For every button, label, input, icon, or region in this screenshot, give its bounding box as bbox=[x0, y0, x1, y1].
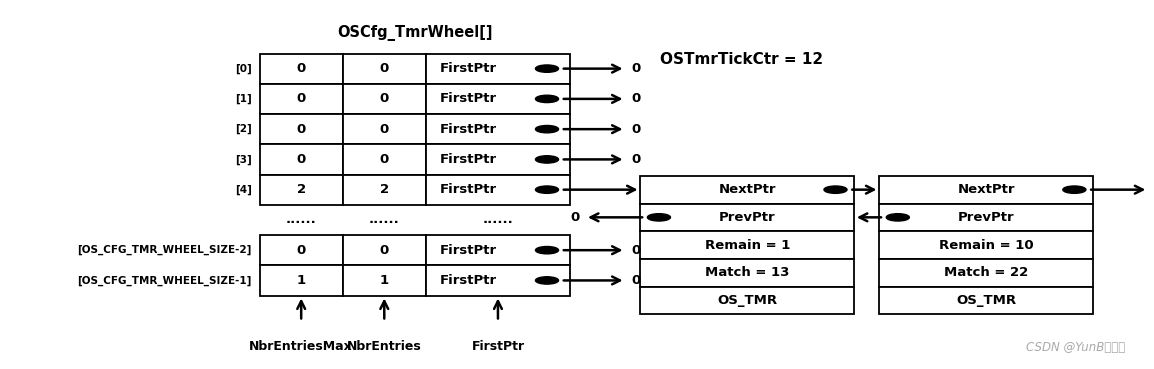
Bar bbox=[879, 259, 1093, 286]
Bar bbox=[426, 235, 570, 265]
Text: [4]: [4] bbox=[234, 184, 252, 195]
Bar bbox=[260, 84, 343, 114]
Text: ......: ...... bbox=[482, 213, 514, 227]
Text: FirstPtr: FirstPtr bbox=[440, 274, 497, 287]
Bar bbox=[260, 144, 343, 175]
Text: FirstPtr: FirstPtr bbox=[471, 340, 525, 353]
Bar bbox=[426, 54, 570, 84]
Circle shape bbox=[535, 156, 559, 163]
Bar bbox=[879, 176, 1093, 204]
Text: Match = 13: Match = 13 bbox=[705, 266, 789, 279]
Text: [OS_CFG_TMR_WHEEL_SIZE-1]: [OS_CFG_TMR_WHEEL_SIZE-1] bbox=[77, 275, 252, 286]
Text: PrevPtr: PrevPtr bbox=[719, 211, 775, 224]
Text: 0: 0 bbox=[297, 244, 306, 257]
Text: 0: 0 bbox=[631, 244, 640, 257]
Text: OS_TMR: OS_TMR bbox=[717, 294, 778, 307]
Circle shape bbox=[886, 214, 909, 221]
Bar bbox=[260, 265, 343, 296]
Text: FirstPtr: FirstPtr bbox=[440, 244, 497, 257]
Bar bbox=[343, 144, 426, 175]
Text: 0: 0 bbox=[631, 92, 640, 106]
Text: 1: 1 bbox=[297, 274, 306, 287]
Bar bbox=[640, 286, 854, 314]
Text: FirstPtr: FirstPtr bbox=[440, 92, 497, 106]
Bar bbox=[343, 235, 426, 265]
Text: OSCfg_TmrWheel[]: OSCfg_TmrWheel[] bbox=[337, 25, 493, 41]
Text: 0: 0 bbox=[380, 123, 389, 136]
Bar bbox=[343, 114, 426, 144]
Text: FirstPtr: FirstPtr bbox=[440, 123, 497, 136]
Text: [OS_CFG_TMR_WHEEL_SIZE-2]: [OS_CFG_TMR_WHEEL_SIZE-2] bbox=[77, 245, 252, 255]
Circle shape bbox=[535, 186, 559, 193]
Text: 0: 0 bbox=[631, 153, 640, 166]
Bar bbox=[640, 176, 854, 204]
Bar bbox=[879, 286, 1093, 314]
Text: NextPtr: NextPtr bbox=[958, 183, 1014, 196]
Text: 0: 0 bbox=[570, 211, 579, 224]
Text: 0: 0 bbox=[380, 153, 389, 166]
Bar bbox=[260, 54, 343, 84]
Text: OSTmrTickCtr = 12: OSTmrTickCtr = 12 bbox=[660, 52, 823, 66]
Bar bbox=[426, 175, 570, 205]
Circle shape bbox=[824, 186, 847, 193]
Bar bbox=[343, 175, 426, 205]
Text: [3]: [3] bbox=[234, 154, 252, 165]
Text: 1: 1 bbox=[380, 274, 389, 287]
Text: 0: 0 bbox=[380, 62, 389, 75]
Bar bbox=[426, 84, 570, 114]
Text: 2: 2 bbox=[380, 183, 389, 196]
Text: [1]: [1] bbox=[234, 94, 252, 104]
Text: Remain = 10: Remain = 10 bbox=[939, 238, 1033, 252]
Text: ......: ...... bbox=[286, 213, 316, 227]
Text: FirstPtr: FirstPtr bbox=[440, 153, 497, 166]
Bar bbox=[640, 204, 854, 231]
Text: [2]: [2] bbox=[234, 124, 252, 134]
Text: NbrEntriesMax: NbrEntriesMax bbox=[249, 340, 353, 353]
Circle shape bbox=[647, 214, 670, 221]
Text: NbrEntries: NbrEntries bbox=[347, 340, 421, 353]
Circle shape bbox=[535, 65, 559, 72]
Bar bbox=[640, 231, 854, 259]
Text: ......: ...... bbox=[369, 213, 399, 227]
Bar bbox=[426, 144, 570, 175]
Text: Remain = 1: Remain = 1 bbox=[705, 238, 789, 252]
Circle shape bbox=[535, 246, 559, 254]
Text: [0]: [0] bbox=[234, 63, 252, 74]
Bar bbox=[260, 114, 343, 144]
Circle shape bbox=[535, 125, 559, 133]
Text: Match = 22: Match = 22 bbox=[944, 266, 1028, 279]
Bar bbox=[426, 114, 570, 144]
Text: FirstPtr: FirstPtr bbox=[440, 62, 497, 75]
Bar bbox=[879, 204, 1093, 231]
Text: 2: 2 bbox=[297, 183, 306, 196]
Bar bbox=[426, 265, 570, 296]
Text: 0: 0 bbox=[631, 274, 640, 287]
Text: FirstPtr: FirstPtr bbox=[440, 183, 497, 196]
Text: 0: 0 bbox=[631, 62, 640, 75]
Bar bbox=[879, 231, 1093, 259]
Bar bbox=[260, 235, 343, 265]
Text: OS_TMR: OS_TMR bbox=[956, 294, 1017, 307]
Text: 0: 0 bbox=[297, 92, 306, 106]
Text: 0: 0 bbox=[297, 123, 306, 136]
Text: 0: 0 bbox=[380, 92, 389, 106]
Bar bbox=[640, 259, 854, 286]
Text: 0: 0 bbox=[297, 153, 306, 166]
Bar bbox=[343, 84, 426, 114]
Text: PrevPtr: PrevPtr bbox=[958, 211, 1014, 224]
Text: 0: 0 bbox=[631, 123, 640, 136]
Text: CSDN @YunB西风英: CSDN @YunB西风英 bbox=[1026, 341, 1125, 354]
Text: NextPtr: NextPtr bbox=[719, 183, 775, 196]
Circle shape bbox=[535, 95, 559, 103]
Circle shape bbox=[1063, 186, 1086, 193]
Bar bbox=[343, 265, 426, 296]
Text: 0: 0 bbox=[380, 244, 389, 257]
Bar bbox=[343, 54, 426, 84]
Bar bbox=[260, 175, 343, 205]
Circle shape bbox=[535, 277, 559, 284]
Text: 0: 0 bbox=[297, 62, 306, 75]
